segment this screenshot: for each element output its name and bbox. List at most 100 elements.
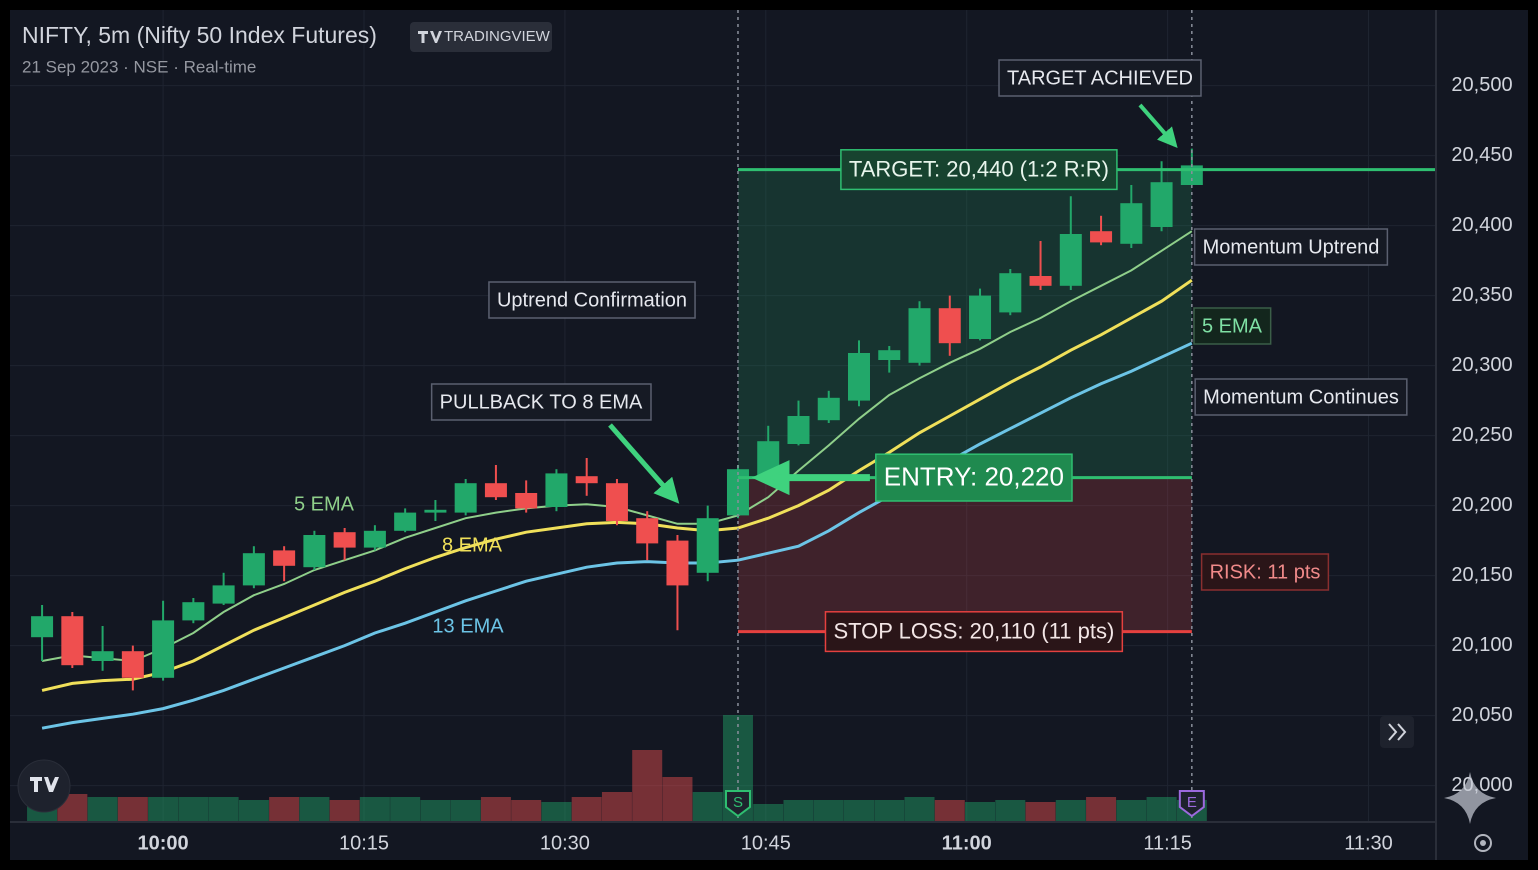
entry-arrow xyxy=(751,460,870,496)
annotation-box xyxy=(1194,378,1408,416)
target-arrow xyxy=(1138,103,1178,149)
reward-zone xyxy=(737,169,1192,478)
badge-logo xyxy=(418,31,442,43)
volume-bar xyxy=(1086,797,1117,822)
logo-mark xyxy=(30,777,59,792)
volume-bar xyxy=(995,800,1026,822)
volume-bar xyxy=(299,797,330,822)
candle-body xyxy=(636,518,659,544)
volume-bar xyxy=(420,800,451,822)
candle-body xyxy=(454,483,477,513)
candle-body xyxy=(273,550,296,566)
volume-bar xyxy=(904,797,935,822)
volume-bar xyxy=(359,797,390,822)
annotation: 5 EMA xyxy=(1202,315,1263,337)
volume-bar xyxy=(1055,800,1086,822)
candle-body xyxy=(333,532,356,548)
candle-body xyxy=(515,493,538,509)
y-tick-label: 20,050 xyxy=(1451,704,1512,726)
volume-bar xyxy=(450,800,481,822)
y-tick-label: 20,100 xyxy=(1451,634,1512,656)
volume-bar xyxy=(1146,797,1177,822)
candle-body xyxy=(152,620,175,678)
badge-background xyxy=(410,22,552,52)
volume-bar xyxy=(874,800,905,822)
candle-body xyxy=(1150,182,1173,227)
annotation: Momentum Uptrend xyxy=(1203,236,1380,258)
candle-body xyxy=(938,308,961,344)
x-tick-label: 11:30 xyxy=(1344,832,1393,854)
x-tick-label: 11:15 xyxy=(1143,832,1192,854)
volume-bar xyxy=(390,797,421,822)
target-label-box xyxy=(840,149,1118,191)
candle-body xyxy=(575,476,598,484)
volume-bar xyxy=(1025,802,1056,822)
volume-bar xyxy=(632,750,663,822)
candle-body xyxy=(726,469,749,516)
volume-bar xyxy=(117,797,148,822)
annotation: RISK: 11 pts xyxy=(1210,561,1321,583)
annotation-box xyxy=(1193,307,1272,345)
volume-bar xyxy=(148,797,179,822)
volume-bar xyxy=(208,797,239,822)
y-tick-label: 20,400 xyxy=(1451,214,1512,236)
annotation-box xyxy=(1193,228,1389,266)
x-tick-label: 10:00 xyxy=(138,832,189,854)
entry-label-box xyxy=(875,453,1073,502)
risk-zone xyxy=(737,477,1192,632)
candle-body xyxy=(605,483,628,521)
target-label: TARGET: 20,440 (1:2 R:R) xyxy=(849,156,1109,181)
candle-body xyxy=(363,530,386,548)
candle-body xyxy=(212,585,235,604)
annotation-box xyxy=(1200,553,1330,591)
candle-body xyxy=(969,295,992,339)
volume-bar xyxy=(753,804,784,822)
y-tick-label: 20,200 xyxy=(1451,494,1512,516)
candle-body xyxy=(242,553,265,586)
y-tick-label: 20,300 xyxy=(1451,354,1512,376)
annotation-box xyxy=(430,383,652,421)
candle-body xyxy=(31,616,54,638)
candle-body xyxy=(999,273,1022,313)
volume-bar xyxy=(178,797,209,822)
y-tick-label: 20,500 xyxy=(1451,74,1512,96)
candle-body xyxy=(696,518,719,573)
volume-bar xyxy=(480,797,511,822)
volume-bar xyxy=(844,800,875,822)
volume-bar xyxy=(571,797,602,822)
candle-body xyxy=(1029,276,1052,286)
annotation-box xyxy=(998,59,1202,97)
y-tick-label: 20,450 xyxy=(1451,144,1512,166)
stop-label: STOP LOSS: 20,110 (11 pts) xyxy=(833,618,1114,643)
candle-body xyxy=(394,512,417,531)
candle-body xyxy=(182,602,205,621)
candle-body xyxy=(121,651,144,678)
volume-bar xyxy=(783,800,814,822)
volume-bar xyxy=(329,800,360,822)
annotation: Uptrend Confirmation xyxy=(497,289,687,311)
volume-bar xyxy=(692,792,723,822)
candle-body xyxy=(1059,234,1082,286)
x-tick-label: 10:45 xyxy=(741,832,791,854)
candle-body xyxy=(303,535,326,568)
signal-label: S xyxy=(733,794,743,811)
sparkle-icon xyxy=(1444,772,1496,824)
annotation: TARGET ACHIEVED xyxy=(1007,67,1193,89)
settings-button[interactable] xyxy=(1474,834,1492,852)
candle-body xyxy=(545,473,568,507)
entry-label: ENTRY: 20,220 xyxy=(884,461,1064,491)
x-tick-label: 10:30 xyxy=(540,832,590,854)
ema-line xyxy=(41,341,1193,730)
ema-label: 5 EMA xyxy=(294,493,355,515)
volume-bar xyxy=(511,800,542,822)
volume-bar xyxy=(662,777,693,822)
x-tick-label: 10:15 xyxy=(339,832,389,854)
annotation: PULLBACK TO 8 EMA xyxy=(440,391,643,413)
candle-body xyxy=(91,651,114,661)
logo-button[interactable] xyxy=(17,759,71,813)
candle-body xyxy=(908,308,931,363)
chart-title: NIFTY, 5m (Nifty 50 Index Futures) xyxy=(22,22,377,48)
candle-body xyxy=(1090,231,1113,243)
candle-body xyxy=(666,540,689,586)
